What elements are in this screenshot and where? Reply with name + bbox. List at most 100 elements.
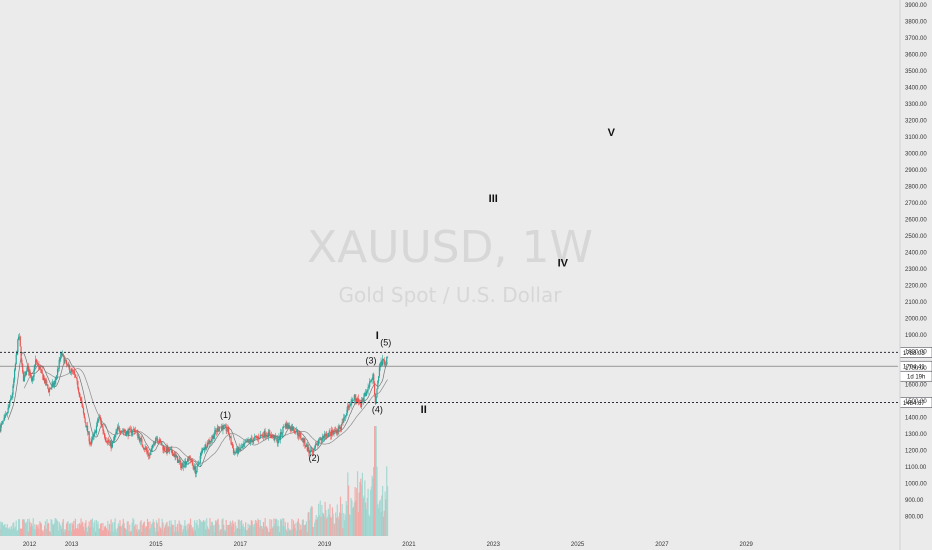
volume-bar (47, 523, 49, 536)
volume-bar (171, 524, 173, 536)
volume-bar (369, 490, 372, 536)
volume-bar (296, 530, 298, 536)
candle-body (28, 370, 30, 372)
wave-label: (3) (366, 356, 377, 366)
candle-body (302, 438, 304, 443)
volume-bar (168, 520, 171, 536)
horizontal-levels[interactable]: 1788.03 1704.41 1d 19h 1484.67 (0, 347, 932, 408)
volume-bar (142, 522, 145, 536)
candle-body (242, 444, 244, 447)
candle-body (338, 426, 340, 432)
volume-bar (92, 527, 94, 536)
candle-body (281, 432, 283, 435)
candle-body (345, 415, 347, 417)
candle-body (95, 426, 98, 433)
candle-body (102, 426, 104, 431)
candle-body (328, 431, 330, 434)
volume-bar (160, 528, 162, 536)
volume-bar (273, 518, 275, 536)
candle-body (116, 426, 119, 431)
volume-bar (297, 518, 299, 536)
y-tick-label: 1200.00 (905, 448, 927, 454)
candle-body (198, 463, 200, 464)
candle-body (85, 422, 87, 428)
volume-bar (135, 529, 137, 536)
candle-body (111, 444, 113, 448)
volume-bar (18, 519, 21, 536)
x-tick-label: 2025 (571, 542, 585, 548)
volume-bar (321, 504, 323, 536)
candle-body (37, 363, 39, 365)
candle-body (142, 447, 145, 449)
time-axis[interactable]: 2012 2013 2015 2017 2019 2021 2023 2025 2027 2029 (23, 542, 754, 548)
volume-bar (248, 528, 250, 536)
candle-body (137, 431, 139, 438)
volume-bar (82, 521, 84, 536)
volume-bar (164, 524, 166, 536)
candle-body (204, 444, 206, 449)
candle-body (58, 360, 60, 369)
candle-body (316, 443, 318, 445)
candle-body (219, 426, 222, 428)
candle-body (3, 417, 5, 421)
volume-bar (81, 523, 83, 536)
candle-body (263, 430, 265, 438)
y-tick-label: 3600.00 (905, 52, 927, 58)
candle-body (108, 442, 111, 443)
volume-bar (100, 523, 102, 536)
candle-body (125, 432, 127, 436)
volume-bar (110, 519, 112, 536)
candle-body (358, 401, 360, 403)
candle-body (175, 454, 177, 457)
volume-bar (257, 518, 259, 536)
volume-bar (28, 518, 30, 536)
description-watermark: Gold Spot / U.S. Dollar (339, 283, 563, 307)
volume-bar (354, 487, 356, 536)
candle-body (134, 430, 136, 432)
candle-body (250, 438, 252, 441)
candle-body (83, 413, 85, 419)
candle-body (366, 391, 368, 392)
volume-bar (249, 525, 252, 536)
volume-bar (311, 506, 313, 536)
volume-bar (27, 531, 29, 536)
x-tick-label: 2023 (487, 542, 501, 548)
candle-body (112, 440, 115, 442)
volume-bar (293, 524, 295, 536)
volume-bar (186, 524, 188, 536)
y-tick-label: 3500.00 (905, 69, 927, 75)
volume-bar (383, 510, 385, 536)
candle-body (350, 401, 352, 405)
volume-bar (139, 521, 141, 536)
candle-body (301, 438, 304, 440)
volume-bar (319, 500, 321, 536)
candle-body (360, 403, 362, 407)
volume-bar (215, 522, 218, 536)
candle-body (362, 398, 364, 402)
y-tick-label: 3800.00 (905, 19, 927, 25)
candle-body (289, 428, 291, 431)
volume-bar (267, 531, 269, 536)
x-tick-label: 2029 (740, 542, 754, 548)
candle-body (260, 434, 262, 436)
volume-bar (177, 531, 179, 536)
candle-body (20, 346, 22, 360)
candle-body (104, 437, 106, 441)
volume-bar (105, 527, 107, 536)
volume-bar (199, 520, 201, 536)
candle-body (39, 368, 42, 370)
candle-body (146, 451, 149, 454)
volume-bar (68, 530, 70, 536)
volume-bar (309, 508, 312, 536)
volume-bar (99, 524, 102, 536)
volume-bar (73, 520, 75, 536)
volume-bar (54, 518, 56, 536)
candle-body (119, 430, 121, 433)
volume-bar (103, 526, 106, 536)
candle-body (309, 450, 312, 453)
candle-body (32, 376, 34, 378)
price-axis[interactable]: 800.00 900.00 1000.00 1100.00 1200.00 1300.00… (899, 0, 927, 550)
volume-bar (379, 499, 381, 536)
candle-body (69, 371, 72, 373)
